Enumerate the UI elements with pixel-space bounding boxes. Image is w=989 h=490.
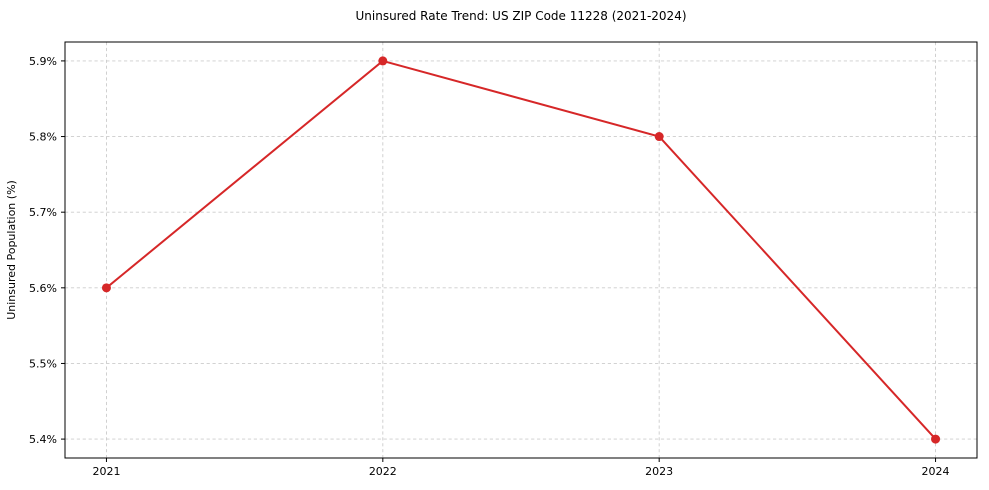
x-tick-label: 2022	[369, 465, 397, 478]
axis-tick-labels: 2021 2022 2023 2024 5.4% 5.5% 5.6% 5.7% 5.8% 5.9%	[29, 55, 949, 478]
data-point-2023	[654, 132, 664, 142]
chart-title: Uninsured Rate Trend: US ZIP Code 11228 …	[355, 9, 687, 23]
y-tick-label: 5.7%	[29, 206, 57, 219]
y-tick-label: 5.6%	[29, 282, 57, 295]
y-axis-label: Uninsured Population (%)	[5, 180, 18, 320]
data-point-2024	[931, 434, 941, 444]
data-series	[101, 56, 941, 444]
y-tick-label: 5.9%	[29, 55, 57, 68]
x-tick-label: 2021	[92, 465, 120, 478]
plot-border	[64, 41, 978, 459]
axis-ticks	[61, 60, 937, 462]
data-point-2022	[378, 56, 388, 66]
y-tick-label: 5.5%	[29, 357, 57, 370]
x-tick-label: 2023	[645, 465, 673, 478]
data-point-2021	[101, 283, 111, 293]
y-tick-label: 5.8%	[29, 131, 57, 144]
x-tick-label: 2024	[922, 465, 950, 478]
trend-line	[105, 59, 937, 441]
gridlines	[65, 42, 977, 458]
y-tick-label: 5.4%	[29, 433, 57, 446]
